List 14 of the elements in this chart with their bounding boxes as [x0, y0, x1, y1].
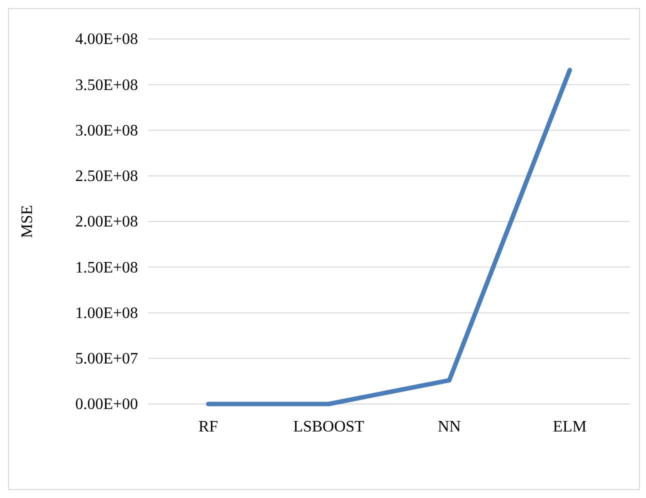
x-tick-label: RF — [198, 418, 218, 436]
y-tick-label: 2.50E+08 — [75, 168, 138, 185]
y-axis-title: MSE — [19, 205, 36, 238]
x-tick-label: ELM — [552, 418, 587, 436]
y-tick-label: 0.00E+00 — [75, 396, 138, 414]
y-tick-label: 2.00E+08 — [75, 214, 138, 231]
y-tick-label: 3.50E+08 — [75, 76, 138, 94]
y-tick-label: 1.50E+08 — [75, 259, 138, 276]
x-tick-label: LSBOOST — [293, 418, 365, 436]
y-tick-label: 1.00E+08 — [75, 304, 138, 322]
y-tick-label: 5.00E+07 — [75, 350, 138, 368]
x-tick-label: NN — [438, 418, 462, 436]
y-tick-label: 4.00E+08 — [75, 31, 138, 48]
y-tick-label: 3.00E+08 — [75, 122, 138, 140]
